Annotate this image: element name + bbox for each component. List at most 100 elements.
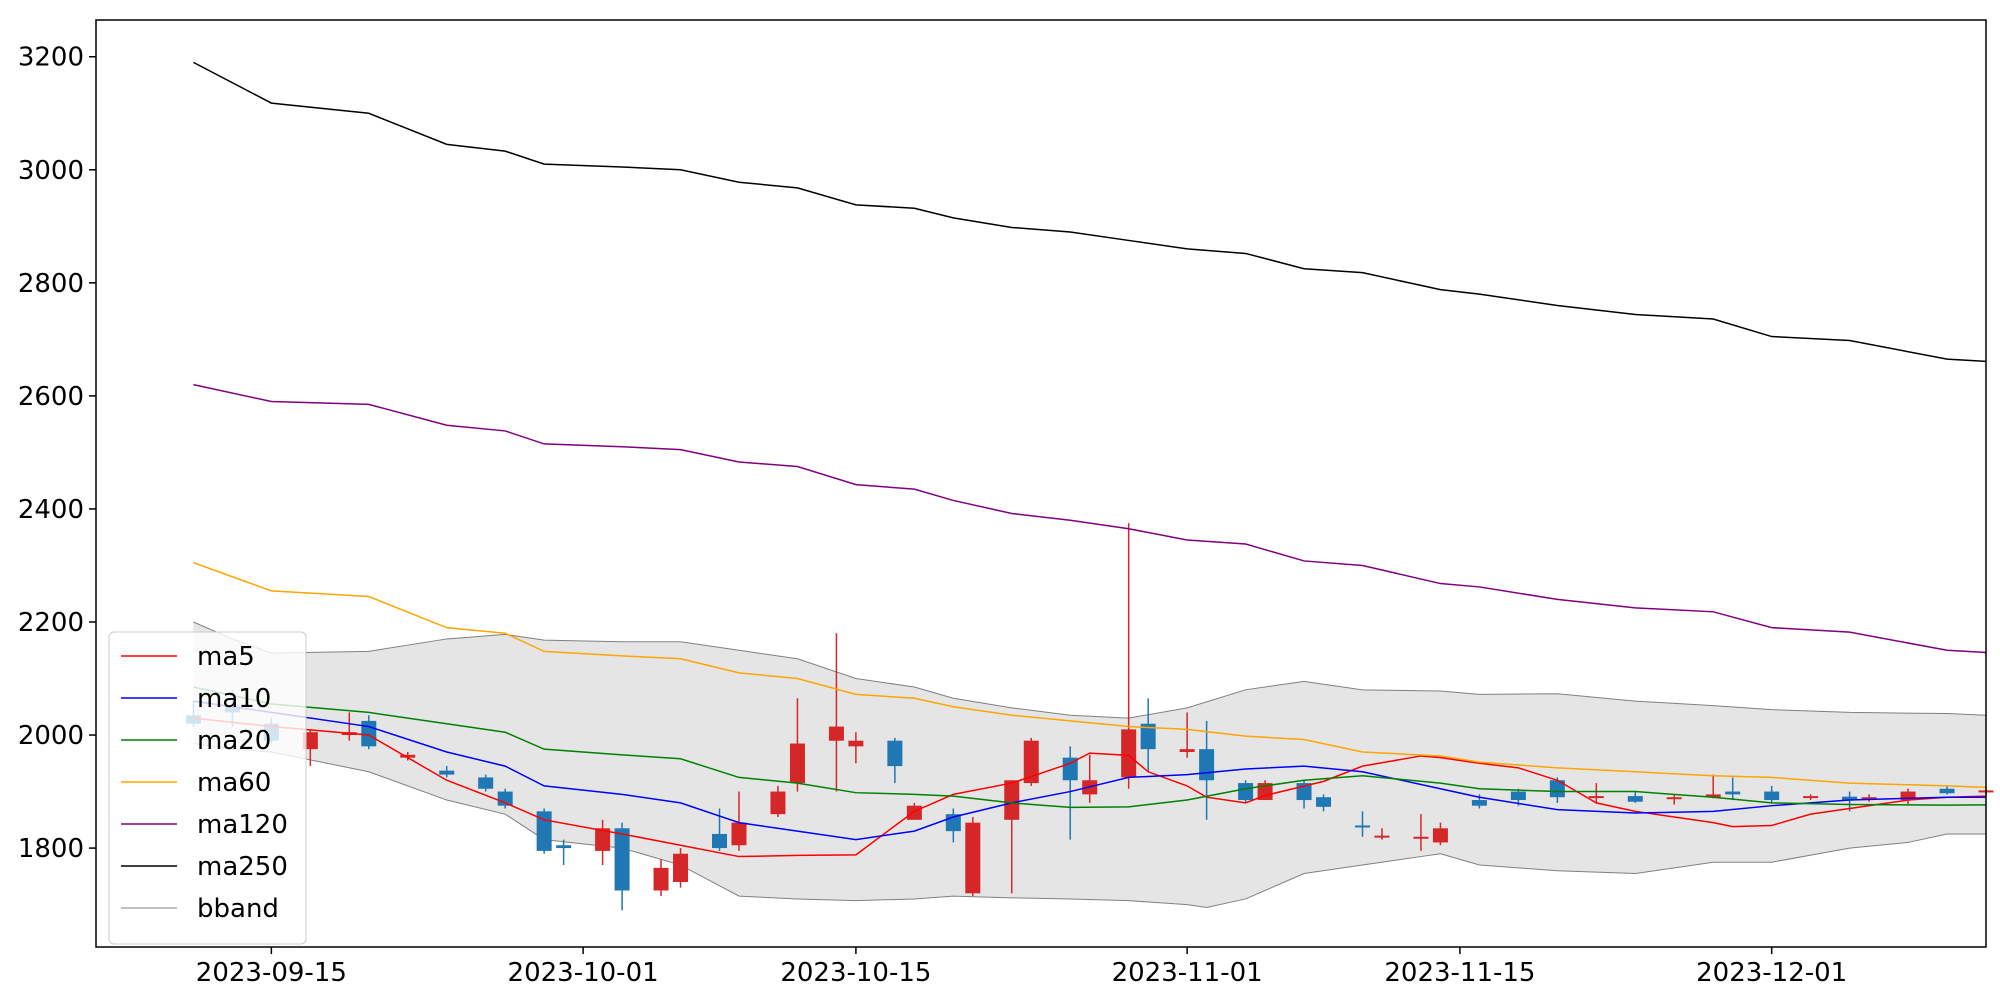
candle — [595, 819, 611, 866]
candle-body — [302, 732, 318, 750]
candle — [789, 698, 805, 792]
candle — [731, 791, 747, 851]
x-tick-label: 2023-09-15 — [196, 958, 347, 988]
y-tick-label: 1800 — [18, 834, 84, 864]
ma20-legend-label: ma20 — [197, 726, 271, 756]
candle-body — [1510, 791, 1526, 801]
bband-fill — [193, 621, 1986, 908]
candle-body — [1257, 783, 1273, 801]
candle — [1588, 783, 1604, 803]
candle — [1179, 712, 1195, 758]
y-tick-label: 2000 — [18, 721, 84, 751]
ma10-line — [193, 700, 1986, 841]
candle-body — [848, 740, 864, 747]
candle — [1140, 698, 1156, 772]
candle-body — [1179, 749, 1195, 752]
candle — [1354, 811, 1370, 837]
candle-body — [965, 822, 981, 894]
candle — [1900, 788, 1916, 804]
candle-body — [906, 805, 922, 820]
bollinger-band-layer — [193, 621, 1986, 908]
candle — [1121, 523, 1137, 789]
candle-body — [1842, 796, 1858, 801]
candle — [1316, 794, 1332, 812]
candle — [1803, 794, 1819, 801]
candle-body — [653, 867, 669, 891]
candle-body — [1861, 797, 1877, 800]
x-axis: 2023-09-15 2023-10-01 2023-10-15 2023-11-01… — [196, 947, 1847, 988]
candle — [1725, 777, 1741, 801]
candle-body — [1803, 796, 1819, 799]
candle — [1257, 780, 1273, 801]
ma20-line — [193, 686, 1986, 809]
candle-body — [478, 777, 494, 789]
candle — [770, 785, 786, 817]
y-tick-label: 3000 — [18, 156, 84, 186]
candle-body — [1705, 794, 1721, 798]
candle — [1861, 794, 1877, 802]
candle-body — [1432, 828, 1448, 843]
candle — [556, 839, 572, 866]
candle-body — [1354, 825, 1370, 828]
ma250-legend-label: ma250 — [197, 852, 288, 882]
candle-body — [1627, 796, 1643, 802]
legend: ma5 ma10 ma20 ma60 ma120 ma250 bband — [108, 631, 307, 945]
candle — [1764, 785, 1780, 803]
candle-body — [1471, 800, 1487, 806]
candle-body — [439, 770, 455, 775]
candle — [887, 737, 903, 784]
candle-body — [361, 720, 377, 747]
candle-body — [712, 833, 728, 849]
candle — [478, 774, 494, 792]
candle-body — [770, 791, 786, 815]
candle — [965, 816, 981, 897]
candle — [1413, 814, 1429, 851]
y-axis: 1800 2000 2200 2400 2600 2800 3000 3200 — [18, 43, 96, 864]
y-tick-label: 2600 — [18, 382, 84, 412]
candle — [653, 859, 669, 897]
ma5-line — [193, 717, 1986, 858]
x-tick-label: 2023-11-15 — [1384, 958, 1535, 988]
x-tick-label: 2023-11-01 — [1112, 958, 1263, 988]
candle-body — [828, 726, 844, 741]
candle-body — [1199, 749, 1215, 781]
moving-average-layer — [193, 61, 1986, 858]
candle — [1062, 746, 1078, 840]
candle-body — [887, 740, 903, 767]
y-tick-label: 2800 — [18, 269, 84, 299]
candle-body — [1900, 791, 1916, 801]
candle-body — [1238, 783, 1254, 801]
candle — [1627, 791, 1643, 803]
candle — [1374, 828, 1390, 840]
candle — [1004, 780, 1020, 894]
candle — [439, 766, 455, 778]
candle-body — [1004, 780, 1020, 820]
candle-body — [1725, 791, 1741, 795]
candle-body — [400, 754, 416, 758]
candle — [673, 848, 689, 888]
ma250-line — [193, 61, 1986, 363]
candle-body — [1140, 723, 1156, 750]
ma120-legend-label: ma120 — [197, 810, 288, 840]
y-tick-label: 2400 — [18, 495, 84, 525]
candle — [1705, 774, 1721, 799]
candle — [1549, 777, 1565, 803]
bband-legend-label: bband — [197, 894, 279, 924]
candle-body — [1374, 835, 1390, 838]
candle-body — [731, 822, 747, 846]
bband-upper-line — [193, 621, 1986, 719]
y-tick-label: 2200 — [18, 608, 84, 638]
candle — [828, 633, 844, 792]
candle — [400, 751, 416, 761]
candle — [536, 808, 552, 854]
candle-body — [595, 828, 611, 851]
ma5-legend-label: ma5 — [197, 642, 255, 672]
candle — [614, 822, 630, 911]
candle — [1023, 737, 1039, 786]
x-tick-label: 2023-10-01 — [508, 958, 659, 988]
candle-body — [1316, 797, 1332, 807]
x-tick-label: 2023-10-15 — [780, 958, 931, 988]
candle — [1666, 794, 1682, 805]
candle-body — [614, 828, 630, 891]
